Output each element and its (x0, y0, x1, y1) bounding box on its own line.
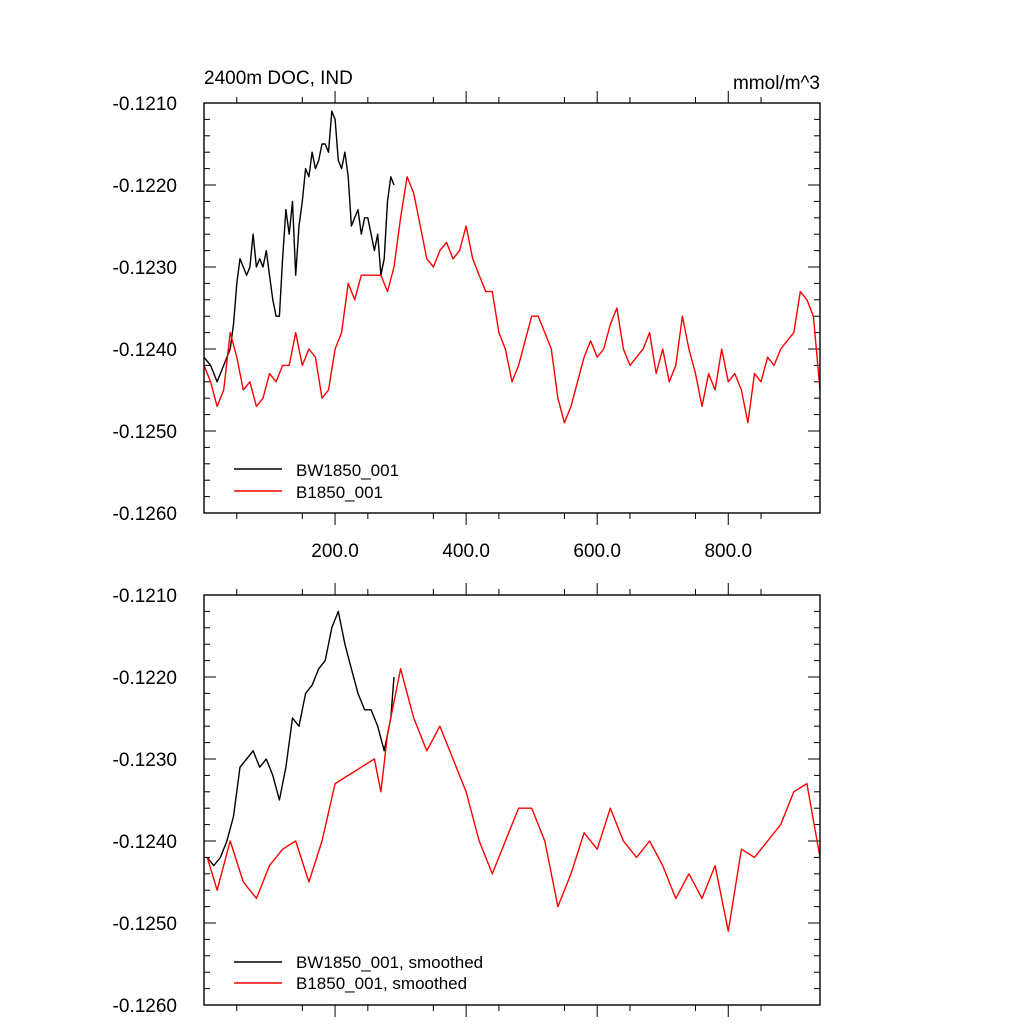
top-ytick-label: -0.1220 (113, 176, 177, 197)
bottom-series-line-bw1850-001-smoothed (206, 610, 395, 867)
top-ytick-label: -0.1260 (113, 504, 177, 525)
legend-label-bw1850: BW1850_001 (296, 461, 399, 480)
bottom-series-group (206, 610, 821, 932)
top-series-group (203, 110, 821, 424)
top-ytick-label: -0.1250 (113, 422, 177, 443)
chart-title: 2400m DOC, IND (204, 68, 353, 89)
top-ytick-label: -0.1230 (113, 258, 177, 279)
top-plot-frame (203, 102, 821, 514)
top-ytick-label: -0.1240 (113, 340, 177, 361)
legend-label-b1850: B1850_001 (296, 483, 383, 502)
bottom-ytick-label: -0.1210 (113, 586, 177, 607)
top-xtick-label: 400.0 (442, 541, 490, 562)
top-xtick-label: 800.0 (704, 541, 752, 562)
bottom-plot-frame (203, 594, 821, 1006)
bottom-ytick-label: -0.1220 (113, 668, 177, 689)
top-xtick-label: 200.0 (311, 541, 359, 562)
bottom-ytick-label: -0.1230 (113, 750, 177, 771)
bottom-series-line-b1850-001-smoothed (206, 668, 821, 932)
bottom-axes: -0.1210 -0.1220 -0.1230 -0.1240 -0.1250 -0.12… (113, 583, 820, 1017)
top-ytick-label: -0.1210 (113, 94, 177, 115)
bottom-ytick-label: -0.1250 (113, 914, 177, 935)
top-axes: -0.1210 -0.1220 -0.1230 -0.1240 -0.1250 -0.12… (113, 91, 820, 562)
units-label: mmol/m^3 (733, 73, 820, 94)
legend-label-b1850-smoothed: B1850_001, smoothed (296, 974, 467, 993)
bottom-ytick-label: -0.1240 (113, 832, 177, 853)
bottom-legend: BW1850_001, smoothed B1850_001, smoothed (234, 953, 483, 993)
top-xtick-label: 600.0 (573, 541, 621, 562)
top-series-line-b1850-001 (203, 176, 821, 424)
top-series-line-bw1850-001 (203, 110, 395, 383)
bottom-ytick-label: -0.1260 (113, 996, 177, 1017)
top-legend: BW1850_001 B1850_001 (234, 461, 399, 502)
bottom-panel: -0.1210 -0.1220 -0.1230 -0.1240 -0.1250 -0.12… (113, 583, 821, 1017)
top-panel: 2400m DOC, IND mmol/m^3 -0.1210-0.1220-0… (113, 68, 821, 562)
legend-label-bw1850-smoothed: BW1850_001, smoothed (296, 953, 483, 972)
